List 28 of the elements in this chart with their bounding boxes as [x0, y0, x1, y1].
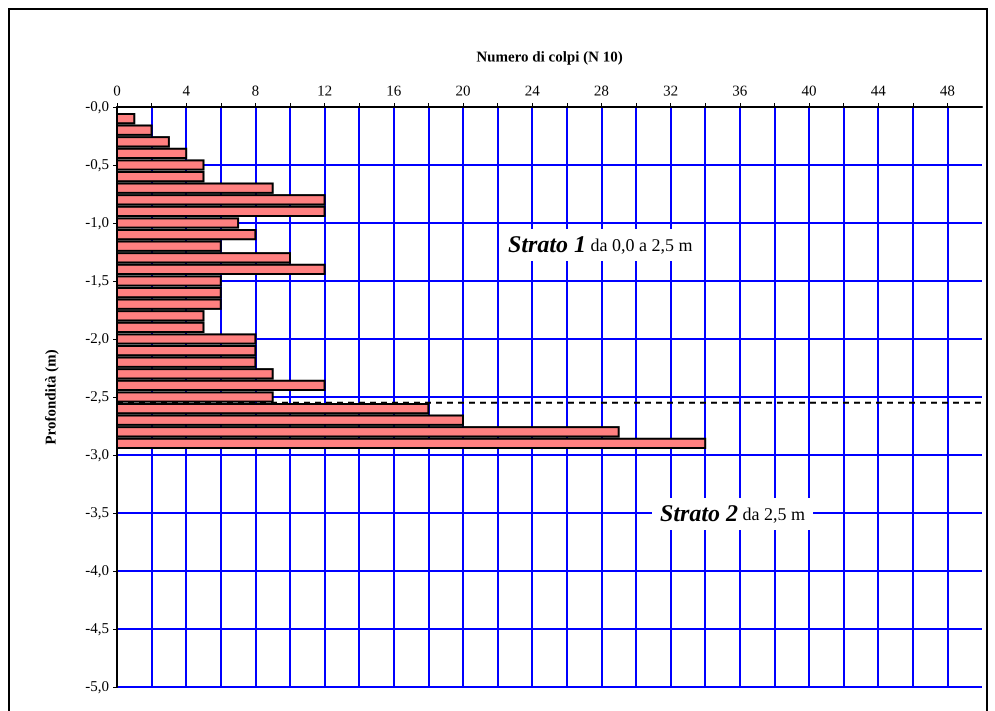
x-tick-label: 44	[870, 84, 886, 100]
x-tick-label: 16	[386, 84, 402, 100]
x-axis-title: Numero di colpi (N 10)	[476, 50, 623, 66]
y-tick-label: -2,0	[85, 331, 109, 347]
y-tick-label: -3,0	[85, 447, 109, 463]
y-tick-label: -0,0	[85, 99, 109, 115]
x-tick-label: 20	[456, 84, 470, 100]
y-axis-title: Profondità (m)	[44, 349, 60, 445]
x-tick-label: 28	[594, 84, 609, 100]
y-tick-label: -5,0	[85, 679, 109, 695]
y-tick-label: -3,5	[85, 505, 109, 521]
x-tick-label: 40	[802, 84, 816, 100]
x-tick-label: 0	[113, 84, 121, 100]
y-tick-label: -2,5	[85, 389, 109, 405]
x-tick-label: 8	[252, 84, 260, 100]
y-tick-label: -1,5	[85, 273, 109, 289]
x-tick-label: 4	[182, 84, 190, 100]
y-tick-label: -4,0	[85, 563, 109, 579]
y-tick-label: -1,0	[85, 215, 109, 231]
annotation: Strato 1 da 0,0 a 2,5 m	[508, 232, 693, 258]
x-tick-label: 24	[524, 84, 540, 100]
y-tick-label: -0,5	[85, 157, 109, 173]
x-tick-label: 36	[732, 84, 748, 100]
annotation: Strato 2 da 2,5 m	[660, 501, 806, 527]
x-tick-label: 32	[663, 84, 678, 100]
x-tick-label: 48	[940, 84, 955, 100]
y-tick-label: -4,5	[85, 621, 109, 637]
x-tick-label: 12	[317, 84, 332, 100]
